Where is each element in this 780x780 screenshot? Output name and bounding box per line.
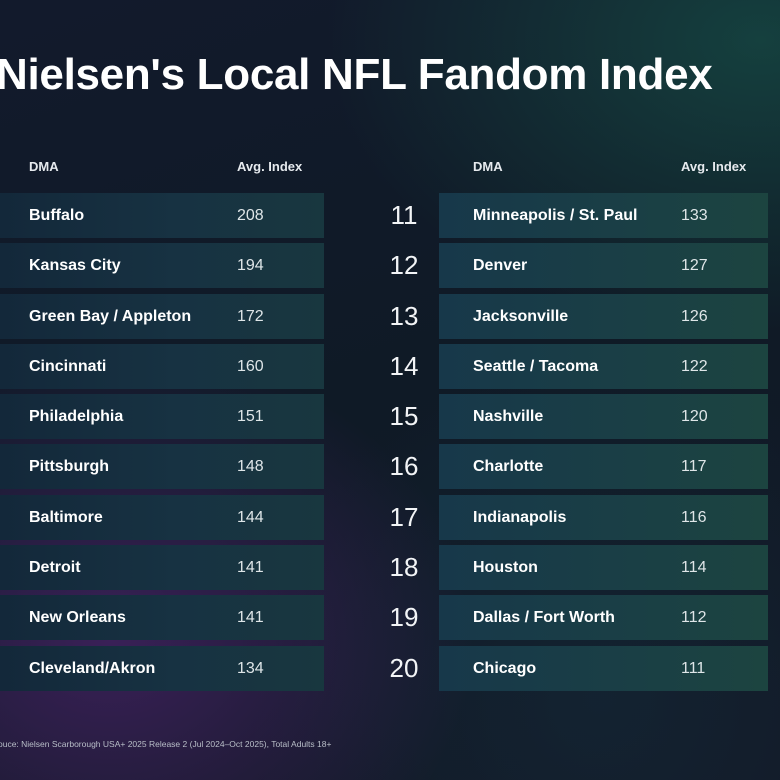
avg-index-value: 112: [681, 609, 707, 627]
dma-name: Indianapolis: [473, 508, 567, 526]
avg-index-value: 127: [681, 257, 708, 275]
dma-name: Chicago: [473, 659, 537, 677]
avg-index-value: 160: [237, 357, 264, 375]
avg-index-value: 172: [237, 307, 264, 325]
table-row: Cincinnati 160: [0, 343, 324, 389]
dma-name: Seattle / Tacoma: [473, 357, 599, 375]
dma-name: Jacksonville: [473, 307, 569, 325]
dma-name: Houston: [473, 559, 538, 577]
table-row: Baltimore 144: [0, 494, 324, 540]
avg-index-value: 208: [237, 207, 264, 224]
avg-index-value: 114: [681, 559, 707, 577]
table-row: Jacksonville 126: [439, 293, 768, 339]
left-avg-index-header: Avg. Index: [237, 159, 303, 174]
dma-name: Philadelphia: [29, 408, 124, 426]
avg-index-value: 148: [237, 458, 264, 476]
dma-name: Pittsburgh: [29, 458, 109, 476]
table-row: Detroit 141: [0, 545, 324, 591]
avg-index-value: 144: [237, 508, 264, 526]
source-note: ouce: Nielsen Scarborough USA+ 2025 Rele…: [0, 739, 332, 749]
right-avg-index-header: Avg. Index: [681, 159, 747, 174]
table-row: Seattle / Tacoma 122: [439, 343, 768, 389]
avg-index-value: 194: [237, 257, 264, 275]
table-row: Minneapolis / St. Paul 133: [439, 193, 768, 238]
rank-number: 20: [389, 652, 419, 683]
table-row: Nashville 120: [439, 394, 768, 440]
avg-index-value: 116: [681, 508, 707, 526]
table-row: Houston 114: [439, 545, 768, 591]
avg-index-value: 141: [237, 559, 264, 577]
table-row: Indianapolis 116: [439, 494, 768, 540]
rank-number: 16: [389, 451, 419, 482]
rank-number: 12: [389, 250, 419, 281]
dma-name: Dallas / Fort Worth: [473, 609, 615, 627]
dma-name: Cleveland/Akron: [29, 659, 156, 677]
dma-name: New Orleans: [29, 609, 126, 627]
dma-name: Baltimore: [29, 508, 103, 526]
dma-name: Green Bay / Appleton: [29, 307, 192, 325]
left-dma-header: DMA: [29, 159, 59, 174]
avg-index-value: 120: [681, 408, 708, 426]
avg-index-value: 117: [681, 458, 707, 476]
dma-name: Kansas City: [29, 257, 121, 275]
dma-name: Detroit: [29, 559, 81, 577]
rank-number: 17: [389, 501, 419, 532]
avg-index-value: 134: [237, 659, 264, 677]
table-row: Philadelphia 151: [0, 394, 324, 440]
table-row: Cleveland/Akron 134: [0, 645, 324, 691]
table-row: Denver 127: [439, 243, 768, 289]
table-row: Dallas / Fort Worth 112: [439, 595, 768, 641]
avg-index-value: 111: [681, 659, 706, 677]
table-row: Charlotte 117: [439, 444, 768, 490]
table-row: Buffalo 208: [0, 193, 324, 238]
dma-name: Charlotte: [473, 458, 544, 476]
dma-name: Buffalo: [29, 207, 85, 224]
right-table: Minneapolis / St. Paul 133 Denver 127 Jackso…: [439, 193, 768, 696]
right-dma-header: DMA: [473, 159, 503, 174]
dma-name: Minneapolis / St. Paul: [473, 207, 638, 224]
rank-number: 11: [390, 200, 418, 230]
rank-number: 13: [389, 300, 419, 331]
rank-number: 15: [389, 401, 419, 432]
table-row: Kansas City 194: [0, 243, 324, 289]
avg-index-value: 141: [237, 609, 264, 627]
table-row: Chicago 111: [439, 645, 768, 691]
dma-name: Cincinnati: [29, 357, 107, 375]
dma-name: Denver: [473, 257, 528, 275]
avg-index-value: 122: [681, 357, 708, 375]
avg-index-value: 151: [237, 408, 264, 426]
rank-column: 11 12 13 14 15 16 17 18 19 20: [378, 193, 430, 696]
page-title: Nielsen's Local NFL Fandom Index: [0, 50, 713, 99]
avg-index-value: 133: [681, 207, 708, 224]
dma-name: Nashville: [473, 408, 544, 426]
rank-number: 18: [389, 552, 419, 583]
table-row: Green Bay / Appleton 172: [0, 293, 324, 339]
left-table: Buffalo 208 Kansas City 194 Green Bay / Appl…: [0, 193, 324, 696]
avg-index-value: 126: [681, 307, 708, 325]
table-row: New Orleans 141: [0, 595, 324, 641]
rank-number: 14: [389, 350, 419, 381]
table-row: Pittsburgh 148: [0, 444, 324, 490]
rank-number: 19: [389, 602, 419, 633]
